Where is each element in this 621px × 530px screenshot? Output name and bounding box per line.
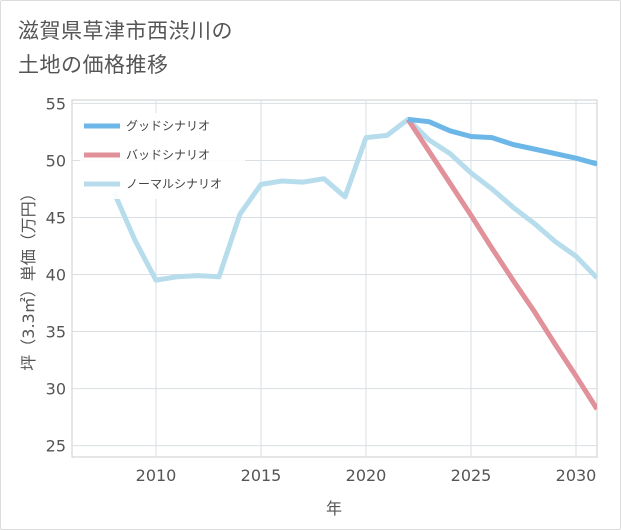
y-tick-label: 35	[46, 323, 66, 342]
x-tick-label: 2030	[556, 466, 597, 485]
x-tick-label: 2020	[346, 466, 387, 485]
x-tick-label: 2025	[451, 466, 492, 485]
x-tick-label: 2010	[136, 466, 177, 485]
y-tick-label: 30	[46, 380, 66, 399]
y-axis-title: 坪（3.3㎡）単価（万円）	[19, 185, 38, 370]
series-line-0	[407, 116, 597, 167]
y-tick-label: 25	[46, 437, 66, 456]
y-tick-label: 55	[46, 94, 66, 113]
legend-label-2: ノーマルシナリオ	[126, 177, 222, 191]
series-line-2	[111, 116, 597, 283]
series-line-1	[405, 118, 597, 411]
y-tick-label: 45	[46, 208, 66, 227]
series-lines	[111, 116, 597, 411]
x-tick-label: 2015	[241, 466, 282, 485]
chart-title-line-1: 滋賀県草津市西渋川の	[18, 19, 233, 43]
legend-label-0: グッドシナリオ	[126, 119, 210, 133]
chart-title-line-2: 土地の価格推移	[18, 53, 169, 77]
y-tick-label: 40	[46, 266, 66, 285]
x-axis-title: 年	[326, 499, 342, 518]
x-tick-labels: 2010 2015 2020 2025 2030	[136, 466, 597, 485]
chart-title: 滋賀県草津市西渋川の 土地の価格推移	[18, 14, 233, 82]
legend-label-1: バッドシナリオ	[126, 148, 210, 162]
y-tick-labels: 25 30 35 40 45 50 55	[46, 94, 66, 455]
y-tick-label: 50	[46, 151, 66, 170]
